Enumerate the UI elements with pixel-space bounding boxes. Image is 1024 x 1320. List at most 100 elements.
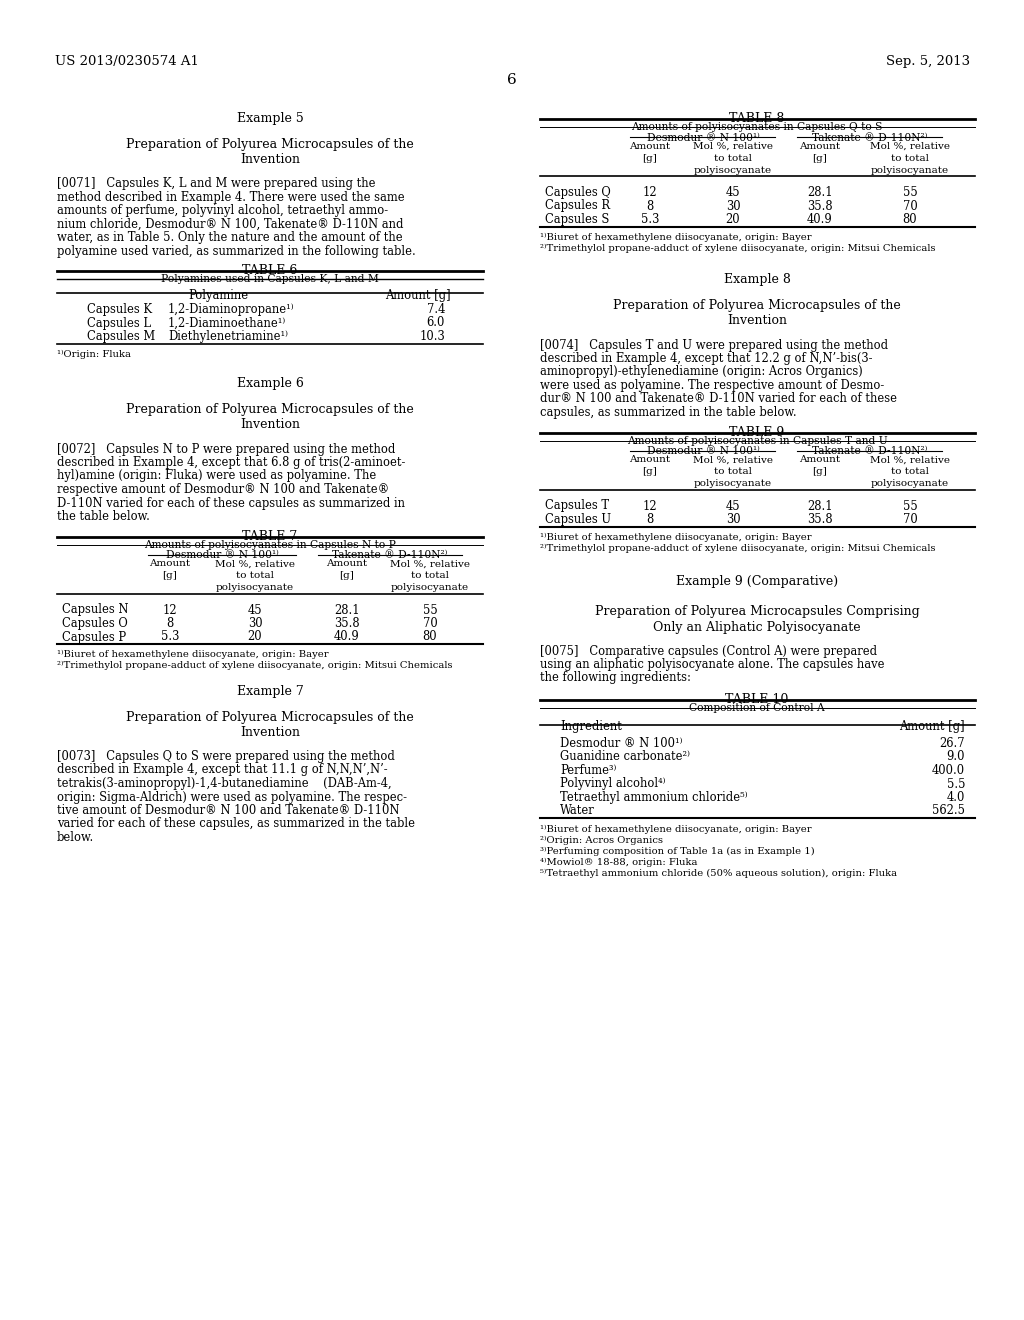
Text: polyamine used varied, as summarized in the following table.: polyamine used varied, as summarized in …: [57, 244, 416, 257]
Text: Amounts of polyisocyanates in Capsules N to P: Amounts of polyisocyanates in Capsules N…: [144, 540, 396, 549]
Text: D-110N varied for each of these capsules as summarized in: D-110N varied for each of these capsules…: [57, 496, 406, 510]
Text: 1,2-Diaminoethane¹⁾: 1,2-Diaminoethane¹⁾: [168, 317, 287, 330]
Text: Diethylenetriamine¹⁾: Diethylenetriamine¹⁾: [168, 330, 288, 343]
Text: Guanidine carbonate²⁾: Guanidine carbonate²⁾: [560, 751, 690, 763]
Text: Preparation of Polyurea Microcapsules of the: Preparation of Polyurea Microcapsules of…: [126, 711, 414, 723]
Text: ²⁾Trimethylol propane-adduct of xylene diisocyanate, origin: Mitsui Chemicals: ²⁾Trimethylol propane-adduct of xylene d…: [540, 243, 936, 252]
Text: ⁴⁾Mowiol® 18-88, origin: Fluka: ⁴⁾Mowiol® 18-88, origin: Fluka: [540, 858, 697, 867]
Text: [g]: [g]: [813, 467, 827, 477]
Text: Amount: Amount: [800, 143, 841, 150]
Text: 12: 12: [643, 186, 657, 199]
Text: 55: 55: [423, 603, 437, 616]
Text: Amount: Amount: [630, 143, 671, 150]
Text: to total: to total: [411, 572, 449, 581]
Text: 55: 55: [902, 499, 918, 512]
Text: Composition of Control A: Composition of Control A: [689, 704, 824, 713]
Text: the table below.: the table below.: [57, 510, 150, 523]
Text: [g]: [g]: [643, 154, 657, 162]
Text: ¹⁾Origin: Fluka: ¹⁾Origin: Fluka: [57, 350, 131, 359]
Text: described in Example 4, except that 6.8 g of tris(2-aminoet-: described in Example 4, except that 6.8 …: [57, 455, 406, 469]
Text: Capsules Q: Capsules Q: [545, 186, 610, 199]
Text: Polyamines used in Capsules K, L and M: Polyamines used in Capsules K, L and M: [161, 275, 379, 284]
Text: Invention: Invention: [240, 153, 300, 166]
Text: were used as polyamine. The respective amount of Desmo-: were used as polyamine. The respective a…: [540, 379, 885, 392]
Text: US 2013/0230574 A1: US 2013/0230574 A1: [55, 55, 199, 69]
Text: method described in Example 4. There were used the same: method described in Example 4. There wer…: [57, 190, 404, 203]
Text: Capsules U: Capsules U: [545, 513, 611, 525]
Text: Mol %, relative: Mol %, relative: [870, 143, 950, 150]
Text: Mol %, relative: Mol %, relative: [693, 143, 773, 150]
Text: to total: to total: [714, 467, 752, 477]
Text: 45: 45: [726, 499, 740, 512]
Text: Amounts of polyisocyanates in Capsules Q to S: Amounts of polyisocyanates in Capsules Q…: [632, 121, 883, 132]
Text: Capsules L: Capsules L: [87, 317, 152, 330]
Text: Amount: Amount: [150, 560, 190, 569]
Text: 562.5: 562.5: [932, 804, 965, 817]
Text: Capsules P: Capsules P: [62, 631, 126, 644]
Text: Tetraethyl ammonium chloride⁵⁾: Tetraethyl ammonium chloride⁵⁾: [560, 791, 748, 804]
Text: 12: 12: [643, 499, 657, 512]
Text: 40.9: 40.9: [334, 631, 359, 644]
Text: 55: 55: [902, 186, 918, 199]
Text: Amount [g]: Amount [g]: [385, 289, 451, 302]
Text: Desmodur ® N 100¹⁾: Desmodur ® N 100¹⁾: [646, 133, 760, 143]
Text: 35.8: 35.8: [807, 513, 833, 525]
Text: Amount [g]: Amount [g]: [899, 719, 965, 733]
Text: polyisocyanate: polyisocyanate: [216, 583, 294, 593]
Text: 80: 80: [423, 631, 437, 644]
Text: ²⁾Trimethylol propane-adduct of xylene diisocyanate, origin: Mitsui Chemicals: ²⁾Trimethylol propane-adduct of xylene d…: [540, 544, 936, 553]
Text: described in Example 4, except that 12.2 g of N,N’-bis(3-: described in Example 4, except that 12.2…: [540, 352, 872, 366]
Text: Takenate ® D-110N²⁾: Takenate ® D-110N²⁾: [812, 133, 928, 143]
Text: 45: 45: [248, 603, 262, 616]
Text: Polyvinyl alcohol⁴⁾: Polyvinyl alcohol⁴⁾: [560, 777, 666, 791]
Text: 8: 8: [646, 513, 653, 525]
Text: TABLE 10: TABLE 10: [725, 693, 788, 706]
Text: 1,2-Diaminopropane¹⁾: 1,2-Diaminopropane¹⁾: [168, 304, 295, 315]
Text: 9.0: 9.0: [946, 751, 965, 763]
Text: 30: 30: [726, 199, 740, 213]
Text: TABLE 6: TABLE 6: [243, 264, 298, 277]
Text: 35.8: 35.8: [334, 616, 359, 630]
Text: [0072]   Capsules N to P were prepared using the method: [0072] Capsules N to P were prepared usi…: [57, 442, 395, 455]
Text: Takenate ® D-110N²⁾: Takenate ® D-110N²⁾: [333, 550, 447, 561]
Text: Invention: Invention: [727, 314, 787, 327]
Text: capsules, as summarized in the table below.: capsules, as summarized in the table bel…: [540, 407, 797, 418]
Text: Mol %, relative: Mol %, relative: [870, 455, 950, 465]
Text: Desmodur ® N 100¹⁾: Desmodur ® N 100¹⁾: [560, 737, 683, 750]
Text: Mol %, relative: Mol %, relative: [390, 560, 470, 569]
Text: Capsules M: Capsules M: [87, 330, 156, 343]
Text: respective amount of Desmodur® N 100 and Takenate®: respective amount of Desmodur® N 100 and…: [57, 483, 389, 496]
Text: Only an Aliphatic Polyisocyanate: Only an Aliphatic Polyisocyanate: [653, 620, 861, 634]
Text: 8: 8: [646, 199, 653, 213]
Text: [g]: [g]: [163, 572, 177, 581]
Text: Example 6: Example 6: [237, 378, 303, 391]
Text: to total: to total: [236, 572, 274, 581]
Text: hyl)amine (origin: Fluka) were used as polyamine. The: hyl)amine (origin: Fluka) were used as p…: [57, 470, 376, 483]
Text: Preparation of Polyurea Microcapsules Comprising: Preparation of Polyurea Microcapsules Co…: [595, 606, 920, 619]
Text: 28.1: 28.1: [334, 603, 359, 616]
Text: TABLE 8: TABLE 8: [729, 112, 784, 125]
Text: Desmodur ® N 100¹⁾: Desmodur ® N 100¹⁾: [646, 446, 760, 457]
Text: 45: 45: [726, 186, 740, 199]
Text: 12: 12: [163, 603, 177, 616]
Text: 70: 70: [423, 616, 437, 630]
Text: tive amount of Desmodur® N 100 and Takenate® D-110N: tive amount of Desmodur® N 100 and Taken…: [57, 804, 399, 817]
Text: Amount: Amount: [800, 455, 841, 465]
Text: polyisocyanate: polyisocyanate: [391, 583, 469, 593]
Text: [0071]   Capsules K, L and M were prepared using the: [0071] Capsules K, L and M were prepared…: [57, 177, 376, 190]
Text: ¹⁾Biuret of hexamethylene diisocyanate, origin: Bayer: ¹⁾Biuret of hexamethylene diisocyanate, …: [540, 825, 812, 834]
Text: 20: 20: [248, 631, 262, 644]
Text: described in Example 4, except that 11.1 g of N,N,N’,N’-: described in Example 4, except that 11.1…: [57, 763, 388, 776]
Text: Example 8: Example 8: [724, 273, 791, 286]
Text: Example 5: Example 5: [237, 112, 303, 125]
Text: Mol %, relative: Mol %, relative: [215, 560, 295, 569]
Text: Invention: Invention: [240, 418, 300, 432]
Text: Invention: Invention: [240, 726, 300, 739]
Text: 5.3: 5.3: [641, 213, 659, 226]
Text: [0075]   Comparative capsules (Control A) were prepared: [0075] Comparative capsules (Control A) …: [540, 644, 878, 657]
Text: 20: 20: [726, 213, 740, 226]
Text: [0074]   Capsules T and U were prepared using the method: [0074] Capsules T and U were prepared us…: [540, 338, 888, 351]
Text: TABLE 9: TABLE 9: [729, 425, 784, 438]
Text: Capsules K: Capsules K: [87, 304, 153, 315]
Text: 70: 70: [902, 199, 918, 213]
